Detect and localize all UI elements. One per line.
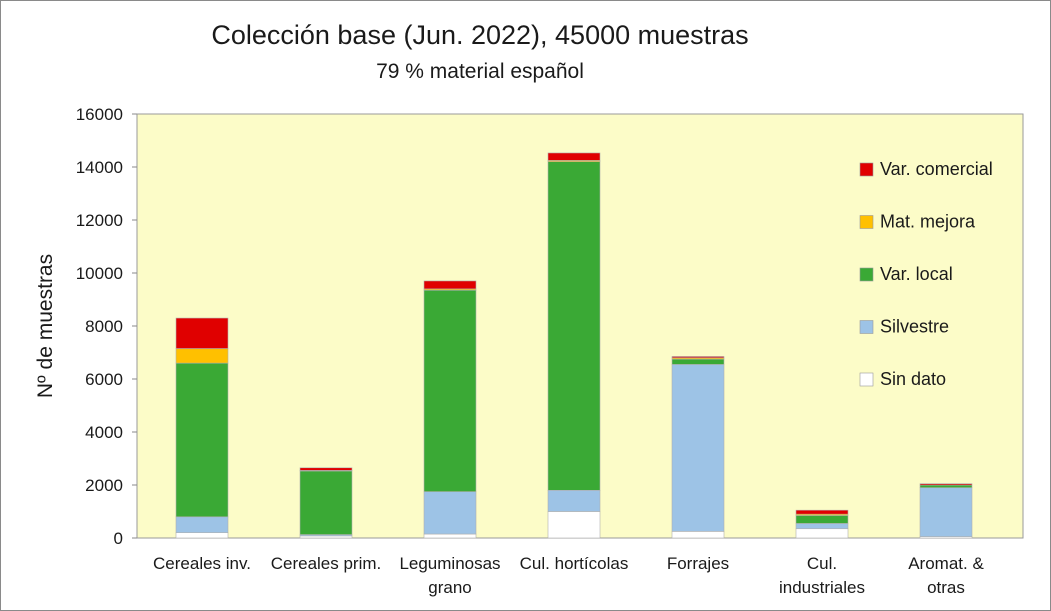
x-tick-label: Leguminosas [399,554,500,573]
bar-segment [671,356,725,359]
legend-swatch [859,320,874,334]
y-tick-label: 6000 [85,370,123,389]
y-tick-label: 2000 [85,476,123,495]
x-tick-label: grano [428,578,471,597]
bar-segment [175,317,229,349]
y-axis-label: Nº de muestras [34,254,57,398]
bar-segment [423,491,477,535]
bar-segment [919,483,973,486]
bar-segment [671,358,725,365]
y-tick-label: 14000 [76,158,123,177]
legend-label: Silvestre [880,317,949,337]
bar-segment [299,535,353,539]
y-tick-label: 12000 [76,211,123,230]
bar-segment [423,533,477,539]
x-tick-label: Aromat. & [908,554,984,573]
bar-segment [795,528,849,539]
legend-label: Var. local [880,264,953,284]
bar-segment [547,152,601,161]
y-tick-label: 0 [114,529,123,548]
bar-segment [547,161,601,491]
bar-segment [547,489,601,512]
x-tick-label: Cul. [807,554,837,573]
bar-segment [299,467,353,471]
bar-segment [671,364,725,532]
bar-segment [175,532,229,539]
bar-segment [919,487,973,537]
x-tick-label: industriales [779,578,865,597]
bar-segment [175,348,229,364]
legend-swatch [859,162,874,177]
legend-swatch [859,372,874,387]
legend-label: Sin dato [880,369,946,389]
bar-segment [919,484,973,488]
y-tick-label: 4000 [85,423,123,442]
bar-segment [671,531,725,539]
y-tick-label: 16000 [76,105,123,124]
bar-segment [299,470,353,535]
bar-segment [423,280,477,290]
legend-swatch [859,267,874,282]
legend-label: Mat. mejora [880,212,976,232]
x-tick-label: Cereales prim. [271,554,382,573]
x-tick-label: otras [927,578,965,597]
y-tick-label: 10000 [76,264,123,283]
bar-segment [547,511,601,539]
bar-segment [795,515,849,524]
legend-swatch [859,215,874,229]
y-tick-label: 8000 [85,317,123,336]
chart-subtitle: 79 % material español [376,60,584,83]
chart-title: Colección base (Jun. 2022), 45000 muestr… [211,20,749,50]
x-tick-label: Cereales inv. [153,554,251,573]
bar-segment [175,362,229,518]
legend-label: Var. comercial [880,159,993,179]
bar-segment [175,516,229,533]
bar-segment [795,509,849,515]
x-tick-label: Forrajes [667,554,729,573]
x-tick-label: Cul. hortícolas [520,554,629,573]
bar-segment [795,523,849,530]
bar-segment [423,289,477,492]
